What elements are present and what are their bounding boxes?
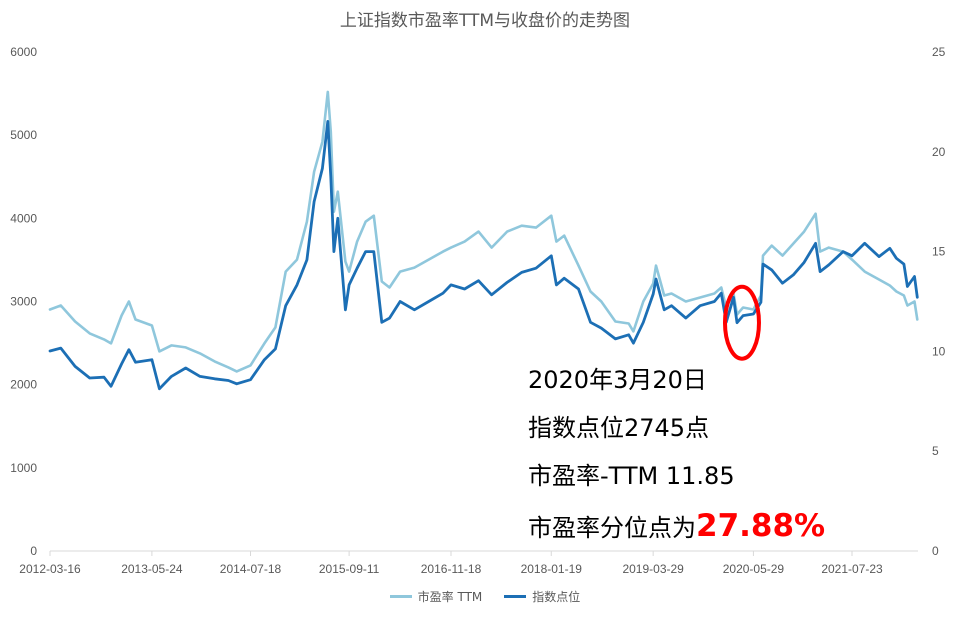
annotation-index: 指数点位2745点 [528,414,710,442]
legend-label-pe: 市盈率 TTM [417,590,483,604]
series-lines [48,90,919,391]
x-tick-label: 2021-07-23 [821,562,883,576]
x-tick-label: 2012-03-16 [19,562,81,576]
series-line-pe [48,90,919,373]
series-line-index [48,120,919,391]
right-axis-ticks: 0 5 10 15 20 25 [932,45,946,558]
x-tick-label: 2015-09-11 [319,562,380,576]
left-tick-label: 6000 [10,45,37,59]
x-tick-label: 2014-07-18 [220,562,282,576]
legend-item-index: 指数点位 [504,588,580,605]
percentile-label: 市盈率分位点为 [528,514,696,542]
highlight-layer [722,284,761,361]
annotation-pe: 市盈率-TTM 11.85 [528,462,735,490]
right-tick-label: 15 [932,245,946,259]
percentile-value: 27.88% [696,508,826,544]
annotation-percentile: 市盈率分位点为27.88% [528,508,825,544]
legend-swatch-pe [389,595,412,598]
legend-label-index: 指数点位 [532,590,581,604]
left-tick-label: 3000 [10,295,37,309]
right-tick-label: 20 [932,145,946,159]
legend-item-pe: 市盈率 TTM [389,588,483,605]
x-axis-ticks: 2012-03-16 2013-05-24 2014-07-18 2015-09-11… [19,551,883,576]
right-tick-label: 25 [932,45,946,59]
left-tick-label: 0 [30,544,37,558]
left-tick-label: 5000 [10,128,37,142]
right-tick-label: 0 [932,544,939,558]
chart-title: 上证指数市盈率TTM与收盘价的走势图 [339,11,631,31]
right-tick-label: 5 [932,444,939,458]
x-tick-label: 2020-05-29 [723,562,785,576]
left-axis-ticks: 0 1000 2000 3000 4000 5000 6000 [10,45,37,558]
left-tick-label: 1000 [10,461,37,475]
x-tick-label: 2018-01-19 [521,562,583,576]
x-tick-label: 2013-05-24 [121,562,183,576]
annotation-date: 2020年3月20日 [528,366,707,394]
highlight-ellipse [722,284,761,361]
left-tick-label: 4000 [10,211,37,225]
chart-legend: 市盈率 TTM 指数点位 [0,588,970,605]
legend-swatch-index [504,595,527,598]
right-tick-label: 10 [932,344,946,358]
x-tick-label: 2016-11-18 [421,562,482,576]
left-tick-label: 2000 [10,378,37,392]
x-tick-label: 2019-03-29 [622,562,684,576]
